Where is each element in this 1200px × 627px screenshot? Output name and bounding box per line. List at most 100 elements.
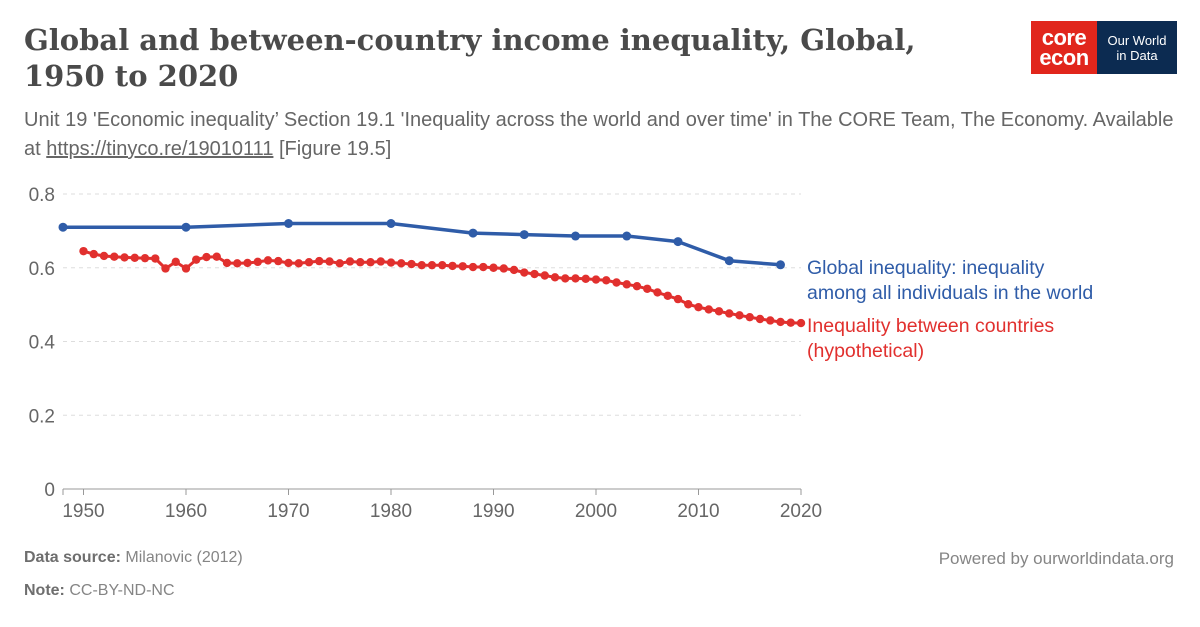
data-point bbox=[243, 258, 252, 268]
data-point bbox=[632, 281, 642, 291]
data-point bbox=[602, 276, 611, 285]
y-tick-label: 0.4 bbox=[29, 333, 56, 354]
series-label: Global inequality: inequality bbox=[807, 257, 1045, 279]
data-point bbox=[274, 256, 283, 266]
data-point bbox=[171, 257, 180, 267]
data-point bbox=[786, 318, 795, 327]
data-point bbox=[397, 259, 406, 268]
data-point bbox=[571, 231, 580, 241]
data-point bbox=[776, 260, 785, 270]
data-point bbox=[499, 264, 508, 273]
data-point bbox=[366, 258, 375, 267]
data-point bbox=[263, 256, 273, 265]
data-point bbox=[89, 249, 98, 259]
data-point bbox=[571, 274, 580, 283]
data-point bbox=[99, 251, 109, 261]
data-point bbox=[643, 284, 652, 293]
logo-owid-line1: Our World bbox=[1107, 32, 1167, 48]
x-tick-label: 2000 bbox=[575, 501, 617, 522]
data-point bbox=[612, 278, 621, 287]
data-point bbox=[151, 254, 160, 263]
data-point bbox=[181, 222, 191, 232]
data-point bbox=[673, 237, 683, 247]
data-point bbox=[755, 314, 765, 324]
logo[interactable]: core econ Our World in Data bbox=[1031, 21, 1177, 74]
data-point bbox=[325, 257, 334, 266]
data-point bbox=[550, 273, 560, 282]
data-point bbox=[253, 257, 262, 267]
data-point bbox=[479, 262, 488, 272]
data-point bbox=[725, 309, 734, 318]
data-point bbox=[376, 257, 385, 266]
note-label: Note: bbox=[24, 582, 65, 599]
y-tick-label: 0.6 bbox=[29, 259, 55, 280]
data-point bbox=[622, 280, 631, 289]
data-point bbox=[673, 294, 683, 304]
data-point bbox=[304, 258, 314, 267]
data-point bbox=[796, 318, 806, 328]
data-point bbox=[509, 265, 519, 275]
subtitle-suffix: [Figure 19.5] bbox=[273, 138, 392, 160]
x-tick-label: 1980 bbox=[370, 501, 412, 522]
x-tick-label: 1970 bbox=[267, 501, 309, 522]
data-point bbox=[561, 274, 570, 283]
data-point bbox=[663, 291, 672, 300]
data-point bbox=[653, 288, 662, 297]
data-source: Data source: Milanovic (2012) bbox=[24, 549, 243, 567]
data-point bbox=[161, 264, 170, 273]
data-point bbox=[386, 258, 396, 267]
y-tick-label: 0.8 bbox=[29, 185, 55, 206]
data-point bbox=[417, 260, 426, 270]
data-point bbox=[776, 317, 785, 327]
data-point bbox=[192, 255, 201, 264]
data-point bbox=[704, 305, 713, 314]
data-point bbox=[233, 259, 242, 268]
data-source-label: Data source: bbox=[24, 549, 121, 566]
source-link[interactable]: https://tinyco.re/19010111 bbox=[46, 138, 274, 160]
data-point bbox=[519, 230, 529, 240]
data-point bbox=[724, 256, 734, 266]
data-point bbox=[694, 303, 703, 312]
data-point bbox=[520, 268, 529, 277]
data-point bbox=[745, 312, 754, 322]
data-point bbox=[684, 300, 693, 309]
powered-by[interactable]: Powered by ourworldindata.org bbox=[938, 549, 1174, 568]
data-point bbox=[79, 246, 88, 256]
note-value: CC-BY-ND-NC bbox=[69, 582, 175, 599]
subtitle-text: Unit 19 'Economic inequality’ Section 19… bbox=[24, 109, 1174, 160]
y-tick-label: 0.2 bbox=[29, 406, 55, 427]
data-point bbox=[222, 258, 232, 268]
data-point bbox=[735, 311, 744, 320]
core-econ-logo: core econ bbox=[1031, 21, 1097, 74]
data-point bbox=[315, 256, 324, 266]
data-point bbox=[591, 275, 601, 284]
data-point bbox=[766, 316, 775, 325]
data-point bbox=[581, 274, 590, 284]
logo-owid-line2: in Data bbox=[1116, 47, 1158, 63]
note: Note: CC-BY-ND-NC bbox=[24, 582, 175, 600]
data-point bbox=[335, 259, 344, 268]
series-label: Inequality between countries bbox=[807, 315, 1054, 337]
chart-subtitle: Unit 19 'Economic inequality’ Section 19… bbox=[24, 106, 1174, 164]
series-label: among all individuals in the world bbox=[807, 282, 1093, 304]
data-point bbox=[530, 269, 539, 279]
data-point bbox=[386, 219, 396, 228]
our-world-in-data-logo: Our World in Data bbox=[1097, 21, 1177, 74]
y-tick-label: 0 bbox=[44, 480, 55, 501]
data-point bbox=[622, 231, 632, 241]
data-point bbox=[294, 259, 303, 268]
x-tick-label: 2010 bbox=[677, 501, 719, 522]
data-point bbox=[489, 263, 498, 272]
logo-core-line1: core bbox=[1041, 24, 1087, 50]
data-point bbox=[202, 252, 211, 262]
data-point bbox=[438, 260, 447, 270]
data-point bbox=[284, 258, 293, 268]
data-point bbox=[448, 261, 457, 271]
data-point bbox=[130, 253, 139, 262]
data-point bbox=[407, 259, 416, 269]
x-tick-label: 2020 bbox=[780, 501, 822, 522]
logo-core-line2: econ bbox=[1039, 44, 1089, 70]
series-label: (hypothetical) bbox=[807, 340, 924, 362]
series-line-global bbox=[63, 221, 781, 267]
